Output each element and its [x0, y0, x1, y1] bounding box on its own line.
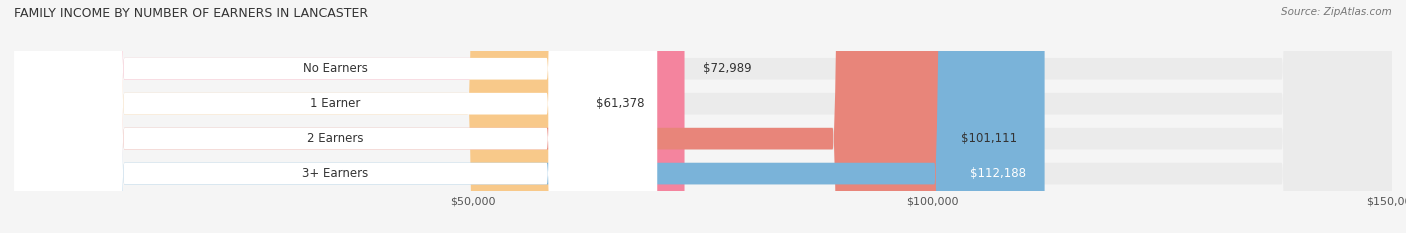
- FancyBboxPatch shape: [14, 0, 943, 233]
- Text: $61,378: $61,378: [596, 97, 645, 110]
- Text: 2 Earners: 2 Earners: [308, 132, 364, 145]
- Text: FAMILY INCOME BY NUMBER OF EARNERS IN LANCASTER: FAMILY INCOME BY NUMBER OF EARNERS IN LA…: [14, 7, 368, 20]
- Text: No Earners: No Earners: [304, 62, 368, 75]
- FancyBboxPatch shape: [14, 0, 1392, 233]
- FancyBboxPatch shape: [14, 0, 1392, 233]
- Text: 1 Earner: 1 Earner: [311, 97, 361, 110]
- Text: $112,188: $112,188: [970, 167, 1026, 180]
- FancyBboxPatch shape: [14, 0, 578, 233]
- Text: $101,111: $101,111: [962, 132, 1018, 145]
- FancyBboxPatch shape: [14, 0, 657, 233]
- FancyBboxPatch shape: [14, 0, 685, 233]
- FancyBboxPatch shape: [14, 0, 657, 233]
- FancyBboxPatch shape: [14, 0, 657, 233]
- FancyBboxPatch shape: [14, 0, 1392, 233]
- FancyBboxPatch shape: [14, 0, 1045, 233]
- Text: Source: ZipAtlas.com: Source: ZipAtlas.com: [1281, 7, 1392, 17]
- FancyBboxPatch shape: [14, 0, 657, 233]
- Text: 3+ Earners: 3+ Earners: [302, 167, 368, 180]
- FancyBboxPatch shape: [14, 0, 1392, 233]
- Text: $72,989: $72,989: [703, 62, 752, 75]
